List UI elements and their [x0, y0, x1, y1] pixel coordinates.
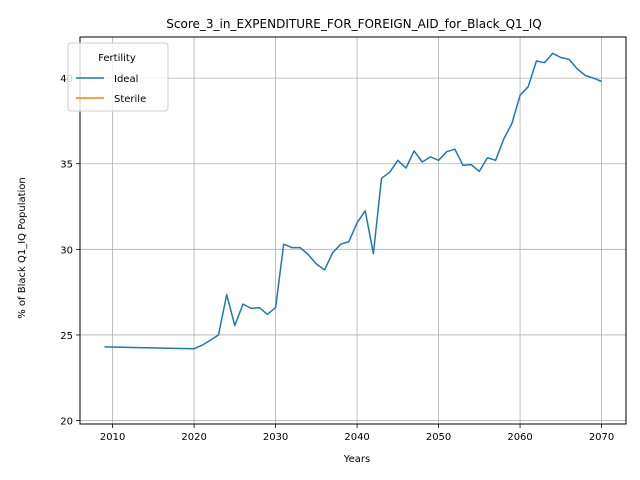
x-axis-label: Years	[343, 454, 370, 465]
x-tick-label: 2010	[100, 432, 125, 443]
x-axis: 2010 2020 2030 2040 2050 2060 2070	[100, 424, 614, 443]
x-tick-label: 2070	[589, 432, 614, 443]
legend-title: Fertility	[98, 53, 136, 64]
legend-frame	[67, 42, 169, 112]
y-axis: 20 25 30 35 40	[60, 74, 80, 428]
series-lines	[104, 52, 602, 350]
x-tick-label: 2040	[344, 432, 369, 443]
x-tick-label: 2060	[507, 432, 532, 443]
plot-area	[79, 36, 627, 425]
y-tick-label: 40	[60, 74, 73, 85]
legend-label-sterile: Sterile	[114, 94, 146, 105]
y-axis-label: % of Black Q1_IQ Population	[17, 177, 28, 319]
y-tick-label: 30	[60, 245, 73, 256]
series-line-ideal	[104, 52, 602, 350]
legend: Fertility Ideal Sterile	[67, 42, 169, 112]
y-tick-label: 25	[60, 331, 73, 342]
y-tick-label: 35	[60, 160, 73, 171]
x-tick-label: 2050	[426, 432, 451, 443]
chart-title: Score_3_in_EXPENDITURE_FOR_FOREIGN_AID_f…	[166, 17, 541, 31]
y-tick-label: 20	[60, 417, 73, 428]
grid-lines	[80, 37, 626, 424]
legend-entries: Ideal Sterile	[76, 74, 146, 105]
x-tick-label: 2020	[181, 432, 206, 443]
plot-frame	[79, 36, 627, 425]
legend-label-ideal: Ideal	[114, 74, 138, 85]
x-tick-label: 2030	[263, 432, 288, 443]
